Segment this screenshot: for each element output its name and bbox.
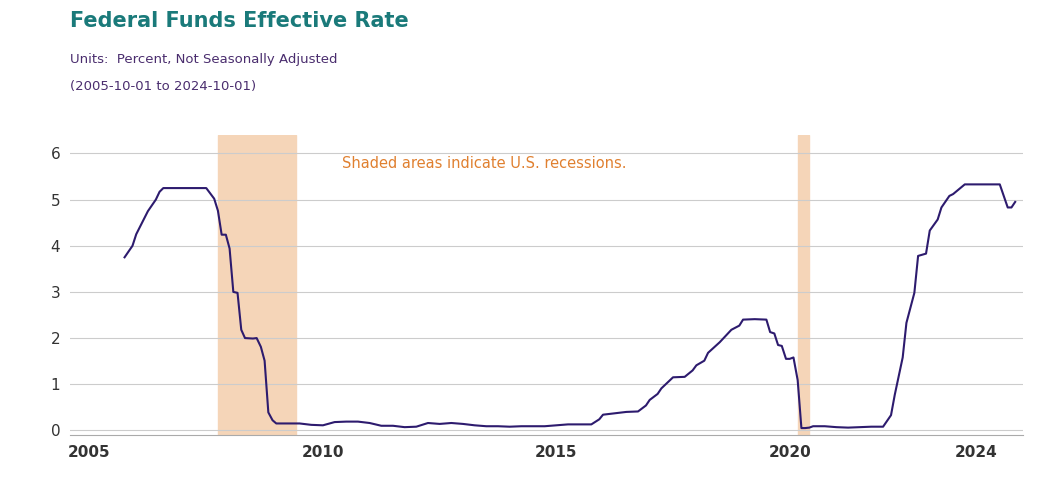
Text: Units:  Percent, Not Seasonally Adjusted: Units: Percent, Not Seasonally Adjusted <box>70 52 337 66</box>
Text: Shaded areas indicate U.S. recessions.: Shaded areas indicate U.S. recessions. <box>341 156 626 171</box>
Bar <box>798 135 809 435</box>
Text: Federal Funds Effective Rate: Federal Funds Effective Rate <box>70 11 408 31</box>
Bar <box>218 135 295 435</box>
Text: (2005-10-01 to 2024-10-01): (2005-10-01 to 2024-10-01) <box>70 80 256 93</box>
